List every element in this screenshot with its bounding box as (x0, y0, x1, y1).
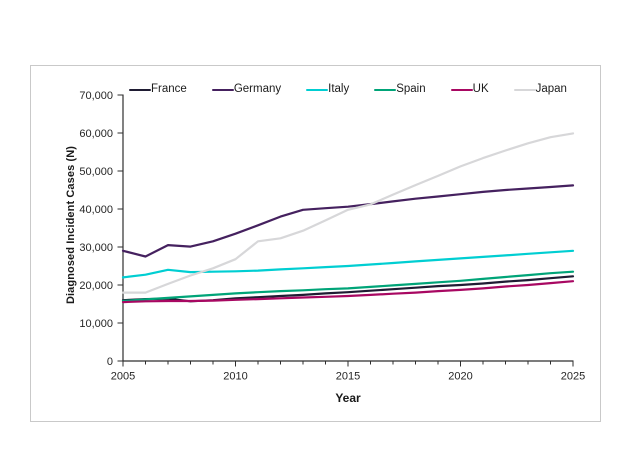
y-tick-label: 40,000 (79, 204, 113, 216)
x-tick-label: 2025 (561, 371, 585, 383)
x-tick-label: 2020 (448, 371, 472, 383)
y-tick-label: 50,000 (79, 166, 113, 178)
series-line-italy (121, 249, 575, 279)
y-tick-label: 60,000 (79, 128, 113, 140)
legend-line-swatch-japan (513, 88, 536, 92)
series-line-spain (121, 270, 575, 303)
legend-item-spain: Spain (374, 83, 426, 96)
legend-item-france: France (129, 84, 187, 96)
legend-line-swatch-spain (374, 88, 397, 92)
y-tick-label: 20,000 (79, 280, 113, 292)
legend-label-uk: UK (472, 83, 489, 96)
legend-item-uk: UK (450, 83, 489, 96)
series-line-uk (121, 280, 575, 304)
legend-line-swatch-italy (306, 88, 329, 92)
y-tick-label: 30,000 (79, 242, 113, 254)
legend-label-france: France (151, 83, 187, 96)
y-tick-label: 70,000 (79, 90, 113, 102)
legend-line-swatch-france (129, 88, 152, 92)
series-line-germany (121, 184, 575, 258)
series-line-japan (121, 132, 575, 294)
x-tick-label: 2015 (336, 371, 360, 383)
legend-label-italy: Italy (328, 83, 350, 96)
x-tick-label: 2005 (111, 371, 135, 383)
legend: France Germany Italy Spain UK Japan (123, 82, 573, 98)
x-tick-label: 2010 (223, 371, 247, 383)
legend-item-italy: Italy (306, 84, 349, 96)
y-tick-label: 0 (107, 356, 113, 368)
legend-label-spain: Spain (396, 83, 426, 96)
legend-item-germany: Germany (211, 83, 282, 96)
legend-label-germany: Germany (233, 83, 282, 96)
x-axis-title: Year (335, 391, 361, 405)
legend-line-swatch-germany (211, 88, 234, 92)
legend-label-japan: Japan (535, 83, 567, 96)
legend-item-japan: Japan (513, 83, 567, 96)
legend-line-swatch-uk (450, 88, 473, 92)
y-tick-label: 10,000 (79, 318, 113, 330)
